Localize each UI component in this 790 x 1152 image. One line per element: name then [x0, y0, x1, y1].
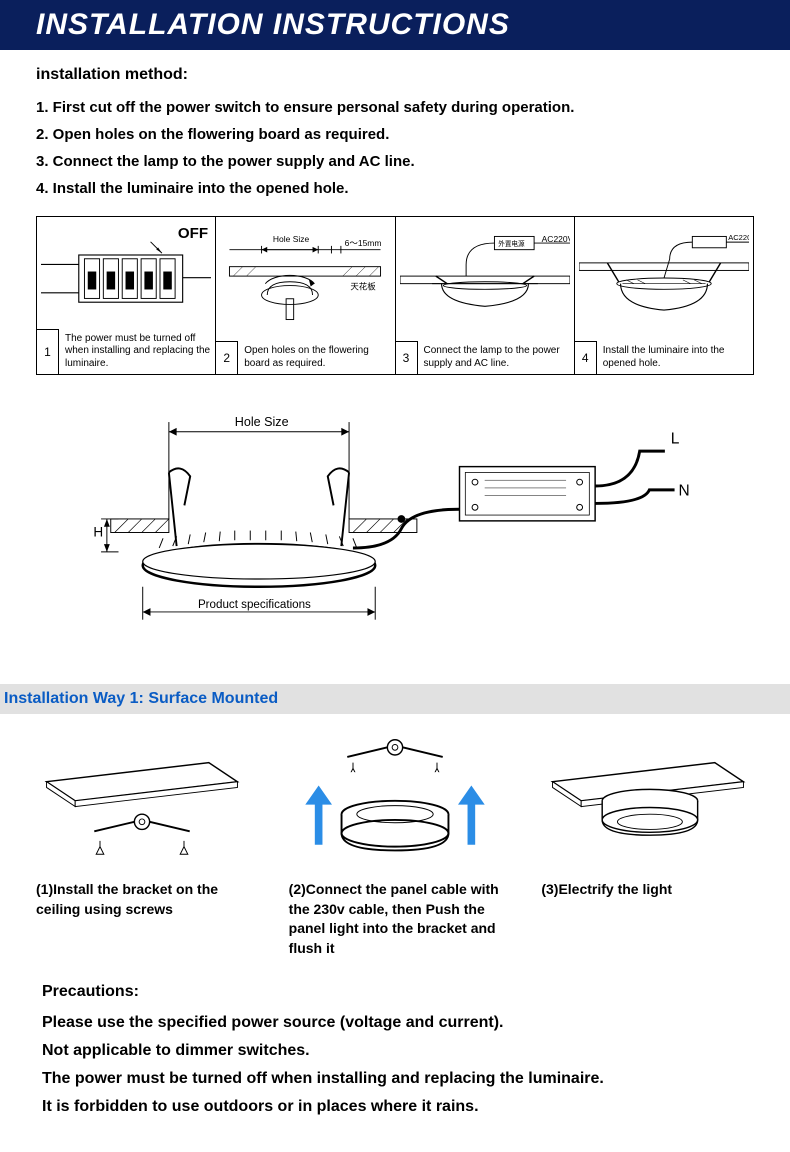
cell-number: 3: [396, 341, 418, 374]
surface-step-2: (2)Connect the panel cable with the 230v…: [289, 730, 502, 958]
precaution-line: It is forbidden to use outdoors or in pl…: [42, 1093, 754, 1121]
precaution-line: Please use the specified power source (v…: [42, 1009, 754, 1037]
surface-step-1: (1)Install the bracket on the ceiling us…: [36, 730, 249, 958]
method-step: 1. First cut off the power switch to ens…: [36, 94, 754, 121]
cell-number: 2: [216, 341, 238, 374]
cell-number: 1: [37, 329, 59, 375]
surface-caption: (1)Install the bracket on the ceiling us…: [36, 880, 249, 919]
ac-label-2: AC220V: [728, 233, 749, 242]
n-label: N: [678, 483, 689, 500]
method-step: 3. Connect the lamp to the power supply …: [36, 148, 754, 175]
wiring-diagram: 外置电源 AC220V: [400, 227, 570, 331]
diagram-cell-1: OFF: [37, 217, 216, 374]
cell-caption: The power must be turned off when instal…: [59, 329, 215, 375]
off-label: OFF: [178, 225, 208, 242]
page-title: INSTALLATION INSTRUCTIONS: [36, 8, 510, 41]
diagram-cell-2: Hole Size 6～15mm 天花板: [216, 217, 395, 374]
product-spec-label: Product specifications: [198, 598, 311, 611]
method-step: 4. Install the luminaire into the opened…: [36, 175, 754, 202]
section-title: Installation Way 1: Surface Mounted: [4, 690, 278, 707]
surface-diagram-1: [37, 734, 247, 877]
diagram-cell-4: AC220V: [575, 217, 753, 374]
precaution-line: Not applicable to dimmer switches.: [42, 1037, 754, 1065]
big-diagram: Hole Size H: [72, 393, 754, 650]
precaution-line: The power must be turned off when instal…: [42, 1065, 754, 1093]
surface-steps: (1)Install the bracket on the ceiling us…: [0, 714, 790, 982]
driver-cn-label: 外置电源: [498, 239, 525, 248]
surface-diagram-3: [543, 734, 753, 877]
page-header: INSTALLATION INSTRUCTIONS: [0, 0, 790, 50]
method-step: 2. Open holes on the flowering board as …: [36, 121, 754, 148]
cell-caption: Open holes on the flowering board as req…: [238, 341, 394, 374]
cell-caption: Install the luminaire into the opened ho…: [597, 341, 753, 374]
surface-caption: (3)Electrify the light: [541, 880, 754, 900]
surface-caption: (2)Connect the panel cable with the 230v…: [289, 880, 502, 958]
method-section: installation method: 1. First cut off th…: [0, 50, 790, 684]
hole-size-label: Hole Size: [273, 234, 310, 244]
surface-diagram-2: [290, 734, 500, 877]
install-diagram: AC220V: [579, 227, 749, 331]
method-steps: 1. First cut off the power switch to ens…: [36, 94, 754, 202]
h-label: H: [93, 525, 103, 540]
hole-size-big-label: Hole Size: [235, 415, 289, 429]
cell-number: 4: [575, 341, 597, 374]
section-bar-surface: Installation Way 1: Surface Mounted: [0, 684, 790, 714]
precautions-heading: Precautions:: [42, 983, 754, 1001]
surface-step-3: (3)Electrify the light: [541, 730, 754, 958]
method-heading: installation method:: [36, 66, 754, 84]
hole-diagram: Hole Size 6～15mm 天花板: [220, 227, 390, 331]
diagram-4panel: OFF: [36, 216, 754, 375]
breaker-diagram: OFF: [41, 221, 211, 325]
cell-caption: Connect the lamp to the power supply and…: [418, 341, 574, 374]
l-label: L: [671, 431, 680, 448]
thickness-label: 6～15mm: [345, 238, 382, 248]
diagram-cell-3: 外置电源 AC220V 3 Connect the lamp: [396, 217, 575, 374]
ceiling-cn-label: 天花板: [351, 282, 377, 292]
precautions-section: Precautions: Please use the specified po…: [0, 983, 790, 1145]
